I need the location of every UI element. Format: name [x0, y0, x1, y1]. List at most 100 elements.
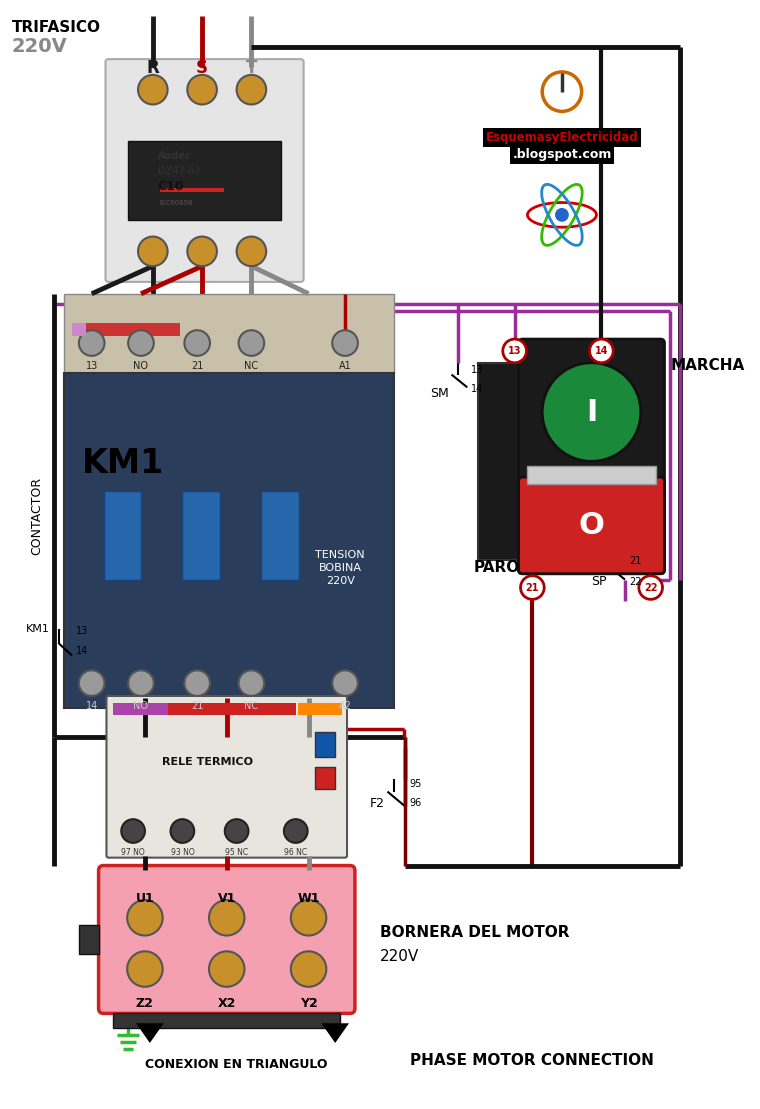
Circle shape — [239, 330, 264, 356]
Bar — [128, 141, 281, 220]
Circle shape — [209, 901, 245, 936]
Text: V1: V1 — [217, 892, 236, 905]
Circle shape — [79, 670, 105, 696]
Text: A2: A2 — [339, 701, 351, 711]
Text: R: R — [147, 59, 159, 78]
FancyBboxPatch shape — [518, 477, 664, 573]
Text: 220V: 220V — [12, 38, 68, 57]
Circle shape — [209, 952, 245, 987]
Circle shape — [79, 330, 105, 356]
Text: BORNERA DEL MOTOR: BORNERA DEL MOTOR — [379, 925, 569, 939]
Bar — [113, 1014, 340, 1028]
Circle shape — [128, 670, 154, 696]
Circle shape — [127, 952, 163, 987]
Text: 21: 21 — [629, 556, 641, 566]
Bar — [298, 703, 342, 714]
Text: U1: U1 — [135, 892, 154, 905]
Text: NC: NC — [244, 360, 258, 370]
Circle shape — [542, 363, 641, 461]
Circle shape — [187, 236, 217, 266]
Bar — [315, 767, 335, 788]
Circle shape — [639, 576, 663, 599]
Text: CONEXION EN TRIANGULO: CONEXION EN TRIANGULO — [145, 1058, 328, 1071]
Text: TRIFASICO: TRIFASICO — [12, 20, 101, 34]
Text: 14: 14 — [76, 645, 88, 655]
Text: F2: F2 — [369, 796, 385, 810]
Text: 13: 13 — [471, 365, 483, 375]
Text: MARCHA: MARCHA — [670, 358, 745, 373]
Text: SP: SP — [591, 574, 606, 588]
Text: NO: NO — [134, 360, 148, 370]
Text: 21: 21 — [191, 360, 204, 370]
Text: T: T — [245, 59, 257, 78]
Circle shape — [185, 670, 210, 696]
Text: 95: 95 — [409, 779, 422, 788]
Text: PARO: PARO — [473, 560, 520, 574]
Text: RELE TERMICO: RELE TERMICO — [162, 757, 252, 767]
Text: Aodec: Aodec — [158, 151, 192, 161]
Polygon shape — [321, 1024, 349, 1042]
Circle shape — [521, 576, 544, 599]
Text: C10: C10 — [158, 181, 185, 193]
Circle shape — [284, 820, 308, 843]
Bar — [72, 324, 180, 336]
Text: Y2: Y2 — [299, 997, 318, 1009]
Circle shape — [128, 330, 154, 356]
Text: PHASE MOTOR CONNECTION: PHASE MOTOR CONNECTION — [410, 1052, 654, 1068]
Circle shape — [236, 75, 266, 104]
Bar — [478, 363, 523, 560]
Text: EsquemasyElectricidad: EsquemasyElectricidad — [486, 131, 638, 144]
Circle shape — [332, 670, 358, 696]
Circle shape — [127, 901, 163, 936]
Circle shape — [225, 820, 249, 843]
Text: 96 NC: 96 NC — [284, 847, 307, 857]
Circle shape — [332, 330, 358, 356]
Bar — [315, 732, 335, 757]
Bar — [113, 703, 168, 714]
Text: 93 NO: 93 NO — [170, 847, 195, 857]
Bar — [160, 189, 223, 192]
Text: 21: 21 — [526, 582, 539, 592]
Circle shape — [236, 236, 266, 266]
Text: I: I — [586, 397, 597, 427]
Text: CONTACTOR: CONTACTOR — [30, 477, 43, 554]
Text: W1: W1 — [297, 892, 320, 905]
Bar — [113, 703, 296, 714]
Text: 96: 96 — [409, 798, 421, 808]
Text: 22: 22 — [629, 577, 641, 587]
Circle shape — [170, 820, 195, 843]
Bar — [182, 491, 220, 580]
Circle shape — [138, 236, 168, 266]
Text: O: O — [578, 511, 604, 540]
Text: KM1: KM1 — [82, 447, 164, 479]
Bar — [64, 294, 394, 373]
FancyBboxPatch shape — [106, 696, 347, 857]
Text: 14: 14 — [594, 346, 608, 356]
Text: 21: 21 — [191, 701, 204, 711]
Text: 13: 13 — [86, 360, 98, 370]
Circle shape — [590, 339, 613, 363]
Text: IEC60898: IEC60898 — [160, 200, 193, 206]
Circle shape — [239, 670, 264, 696]
Text: KM1: KM1 — [25, 624, 49, 634]
Text: Z2: Z2 — [136, 997, 154, 1009]
FancyBboxPatch shape — [518, 339, 664, 573]
Circle shape — [185, 330, 210, 356]
Text: 13: 13 — [76, 625, 88, 635]
Circle shape — [187, 75, 217, 104]
Text: NO: NO — [134, 701, 148, 711]
Text: SM: SM — [430, 387, 448, 400]
FancyBboxPatch shape — [99, 865, 355, 1014]
Text: 220V: 220V — [379, 949, 419, 965]
Text: 14: 14 — [471, 385, 483, 395]
Bar — [261, 491, 299, 580]
Text: DZ47-63: DZ47-63 — [158, 165, 200, 175]
Circle shape — [503, 339, 527, 363]
Circle shape — [291, 952, 326, 987]
Text: NC: NC — [244, 701, 258, 711]
Text: 22: 22 — [644, 582, 657, 592]
Text: .blogspot.com: .blogspot.com — [512, 147, 612, 161]
Bar — [64, 373, 394, 708]
Bar — [103, 491, 141, 580]
Text: S: S — [196, 59, 208, 78]
